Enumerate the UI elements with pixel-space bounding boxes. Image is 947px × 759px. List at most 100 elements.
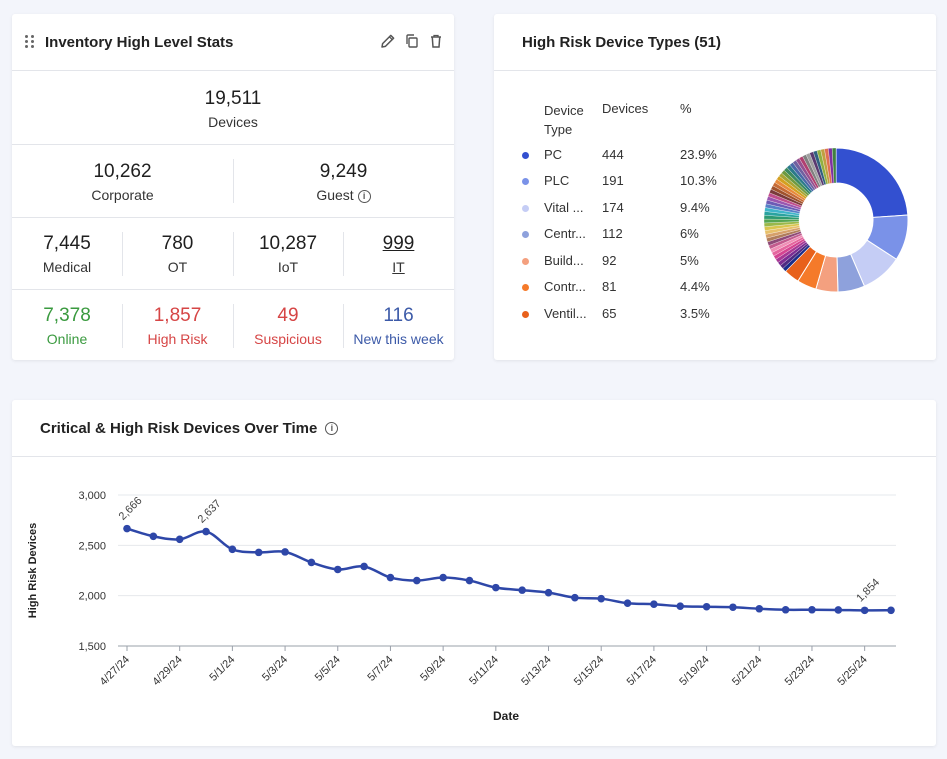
x-tick-label: 5/17/24: [625, 654, 659, 688]
x-tick-label: 5/21/24: [730, 654, 764, 688]
data-label: 2,637: [196, 498, 224, 526]
drag-handle-icon[interactable]: [24, 35, 36, 49]
data-point[interactable]: [465, 576, 474, 585]
data-point[interactable]: [623, 599, 632, 608]
device-type-row[interactable]: Build... 92 5%: [522, 247, 722, 274]
device-type-count: 174: [602, 199, 624, 215]
ot-stat[interactable]: 780 OT: [122, 218, 233, 289]
new-this-week-value: 116: [383, 305, 414, 326]
device-type-row[interactable]: PC 444 23.9%: [522, 141, 722, 168]
data-point[interactable]: [676, 602, 685, 611]
data-point[interactable]: [597, 594, 606, 603]
data-label: 1,854: [854, 577, 882, 605]
it-label-link[interactable]: IT: [392, 259, 405, 275]
device-type-name: Vital ...: [544, 199, 584, 215]
risk-trend-line-chart[interactable]: 1,500 2,000 2,500 3,000 4/27/24 4/29/24 5/1/24…: [12, 458, 936, 746]
device-type-row[interactable]: Ventil... 65 3.5%: [522, 300, 722, 327]
new-this-week-label: New this week: [353, 331, 444, 347]
x-tick-label: 5/23/24: [783, 654, 817, 688]
corporate-stat[interactable]: 10,262 Corporate: [12, 145, 233, 217]
trash-icon[interactable]: [428, 33, 444, 49]
data-point[interactable]: [386, 573, 395, 582]
device-type-name: Ventil...: [544, 305, 587, 321]
data-point[interactable]: [571, 593, 579, 602]
data-point[interactable]: [149, 532, 158, 541]
x-tick-label: 5/19/24: [677, 654, 711, 688]
data-point[interactable]: [281, 548, 289, 556]
col-percent[interactable]: %: [680, 101, 692, 116]
data-point[interactable]: [412, 576, 421, 585]
device-types-table[interactable]: Device Type Devices % PC 444 23.9% PLC 191 10…: [522, 101, 722, 337]
data-point[interactable]: [702, 602, 711, 611]
suspicious-stat[interactable]: 49 Suspicious: [233, 290, 343, 360]
guest-value: 9,249: [319, 161, 368, 182]
device-type-count: 444: [602, 146, 624, 162]
device-type-percent: 9.4%: [680, 199, 710, 215]
info-icon[interactable]: i: [325, 421, 339, 435]
x-tick-label: 5/25/24: [835, 654, 869, 688]
high-risk-stat[interactable]: 1,857 High Risk: [122, 290, 233, 360]
x-tick-label: 5/1/24: [207, 654, 237, 684]
device-type-row[interactable]: PLC 191 10.3%: [522, 168, 722, 195]
legend-dot: [522, 178, 529, 186]
data-point[interactable]: [781, 605, 790, 614]
data-point[interactable]: [333, 565, 342, 574]
donut-slice[interactable]: [831, 147, 837, 184]
col-devices[interactable]: Devices: [602, 101, 649, 116]
device-type-percent: 10.3%: [680, 173, 717, 189]
total-devices-stat[interactable]: 19,511 Devices: [12, 72, 454, 144]
trend-card-title: Critical & High Risk Devices Over Time: [40, 419, 318, 437]
data-point[interactable]: [860, 606, 869, 615]
online-stat[interactable]: 7,378 Online: [12, 290, 122, 360]
data-point[interactable]: [175, 535, 184, 544]
it-value-link[interactable]: 999: [382, 233, 415, 254]
data-point[interactable]: [254, 548, 263, 557]
pencil-icon[interactable]: [380, 33, 396, 49]
device-type-row[interactable]: Contr... 81 4.4%: [522, 274, 722, 301]
data-point[interactable]: [808, 605, 816, 614]
x-tick-label: 4/27/24: [98, 654, 132, 688]
data-point[interactable]: [307, 558, 316, 567]
device-type-row[interactable]: Centr... 112 6%: [522, 221, 722, 248]
corporate-value: 10,262: [93, 161, 152, 182]
data-point[interactable]: [887, 606, 895, 615]
data-point[interactable]: [202, 527, 210, 536]
device-type-row[interactable]: Vital ... 174 9.4%: [522, 194, 722, 221]
data-point[interactable]: [650, 600, 658, 609]
device-type-name: PLC: [544, 173, 570, 189]
device-types-table-header: Device Type Devices %: [522, 101, 722, 141]
data-point[interactable]: [439, 573, 447, 582]
donut-slice[interactable]: [835, 147, 909, 218]
device-type-percent: 3.5%: [680, 305, 710, 321]
data-point[interactable]: [518, 586, 526, 594]
data-point[interactable]: [834, 606, 843, 614]
total-devices-label: Devices: [208, 114, 258, 130]
info-icon[interactable]: i: [357, 190, 371, 203]
status-row: 7,378 Online 1,857 High Risk 49 Suspicio…: [12, 290, 454, 360]
col-device-type[interactable]: Device Type: [544, 103, 584, 137]
x-tick-label: 5/9/24: [418, 654, 448, 684]
device-type-percent: 6%: [680, 226, 699, 242]
it-stat[interactable]: 999 IT: [343, 218, 454, 289]
data-point[interactable]: [123, 524, 131, 533]
network-split-row: 10,262 Corporate 9,249 Guest i: [12, 145, 454, 218]
risk-trend-card: Critical & High Risk Devices Over Time i…: [12, 400, 936, 746]
data-point[interactable]: [228, 545, 237, 554]
data-point[interactable]: [544, 588, 553, 597]
x-axis-label: Date: [493, 709, 519, 723]
data-point[interactable]: [492, 583, 500, 592]
iot-stat[interactable]: 10,287 IoT: [233, 218, 343, 289]
medical-stat[interactable]: 7,445 Medical: [12, 218, 122, 289]
data-point[interactable]: [360, 562, 368, 571]
series-line: [126, 527, 892, 612]
data-point[interactable]: [755, 604, 764, 613]
guest-label: Guest: [316, 187, 354, 203]
x-tick-label: 5/11/24: [467, 654, 501, 688]
legend-dot: [522, 151, 529, 159]
high-risk-label: High Risk: [147, 331, 208, 347]
new-this-week-stat[interactable]: 116 New this week: [343, 290, 454, 360]
device-types-donut-chart[interactable]: [756, 140, 916, 300]
copy-icon[interactable]: [404, 33, 420, 49]
data-point[interactable]: [729, 603, 737, 612]
guest-stat[interactable]: 9,249 Guest i: [233, 145, 454, 217]
